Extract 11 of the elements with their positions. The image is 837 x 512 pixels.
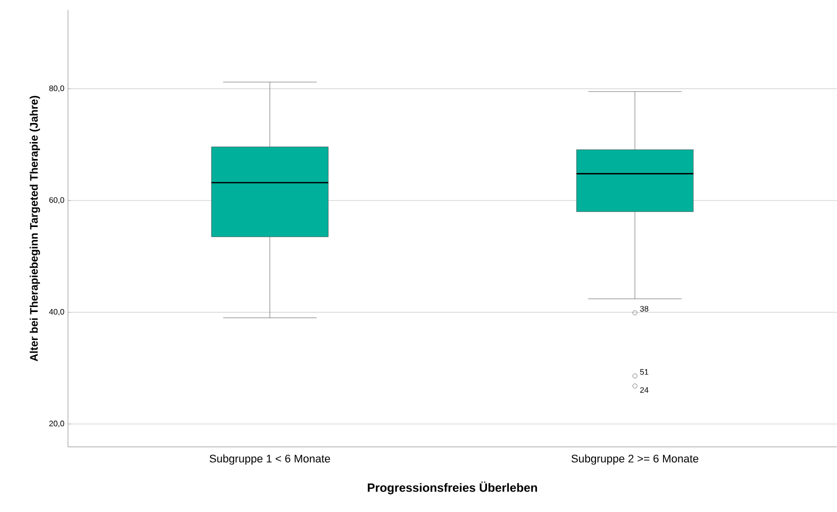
y-tick-label: 20,0 [49, 420, 64, 428]
annotation: 38 [640, 306, 648, 312]
x-tick-label: Subgruppe 2 >= 6 Monate [572, 454, 698, 465]
annotation: 24 [640, 387, 648, 393]
annotation: 51 [640, 369, 648, 375]
y-tick-label: 40,0 [49, 309, 64, 316]
y-tick-label: 80,0 [49, 86, 64, 92]
y-axis-title: Alter bei Therapiebeginn Targeted Therapie (Jahre) [30, 96, 40, 362]
x-tick-label: Subgruppe 1 < 6 Monate [210, 454, 330, 465]
x-axis-title: Progressionsfreies Überleben [368, 482, 537, 494]
y-tick-label: 60,0 [49, 197, 64, 204]
